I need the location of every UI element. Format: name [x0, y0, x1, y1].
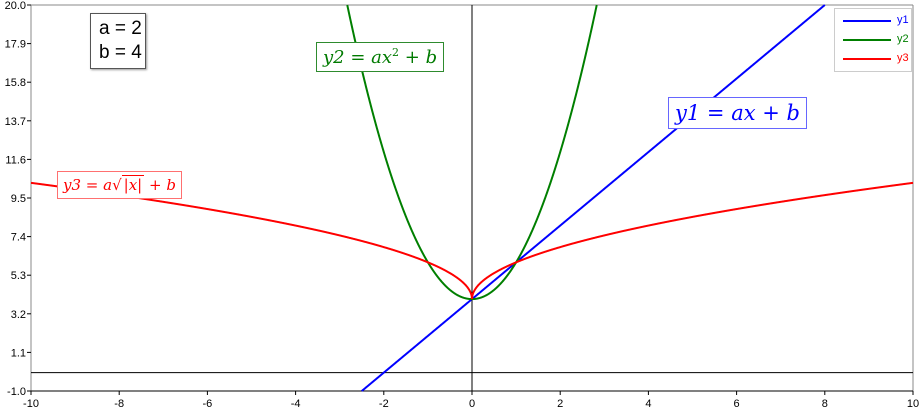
series-y1-line [361, 4, 826, 392]
x-tick-label: 0 [469, 398, 475, 410]
sqrt-icon: √ [112, 176, 122, 194]
y-tick-label: 5.3 [11, 270, 26, 282]
x-tick-label: -4 [291, 398, 301, 410]
x-tick-label: -8 [114, 398, 124, 410]
x-tick-label: -6 [203, 398, 213, 410]
y-tick-label: 13.7 [5, 116, 26, 128]
y1-rhs: ax + b [731, 101, 800, 125]
x-tick-label: -10 [23, 398, 39, 410]
y-tick-label: -1.0 [7, 386, 26, 398]
x-tick-label: 10 [907, 398, 919, 410]
legend-item-y3: y3 [843, 52, 909, 66]
param-a: a = 2 [99, 18, 142, 39]
y3-lhs: y3 [63, 176, 82, 194]
y-tick-label: 20.0 [5, 0, 26, 12]
y-tick-label: 1.1 [11, 347, 26, 359]
x-tick-label: -2 [379, 398, 389, 410]
param-b: b = 4 [99, 42, 142, 63]
legend-item-y1: y1 [843, 14, 909, 28]
y1-formula-label: y1 = ax + b [668, 97, 807, 129]
y2-lhs: y2 [323, 47, 345, 68]
y3-formula-label: y3 = a√ |x| + b [57, 171, 182, 199]
y-tick-label: 7.4 [11, 232, 26, 244]
y3-rhs: a [103, 176, 113, 194]
y-tick-label: 11.6 [5, 154, 26, 166]
legend-item-y2: y2 [843, 33, 909, 47]
y-tick-label: 17.9 [5, 39, 26, 51]
y2-exponent: 2 [392, 46, 400, 59]
y-tick-label: 3.2 [11, 309, 26, 321]
x-tick-label: 4 [645, 398, 651, 410]
y-tick-label: 15.8 [5, 77, 26, 89]
legend: y1 y2 y3 [834, 8, 912, 72]
x-tick-label: 2 [557, 398, 563, 410]
x-tick-label: 8 [822, 398, 828, 410]
y2-rhs: ax [371, 47, 393, 68]
legend-label: y1 [897, 14, 909, 26]
y2-rhs-post: + b [399, 47, 438, 68]
series-y3-line [30, 181, 914, 300]
y2-formula-label: y2 = ax2 + b [316, 42, 445, 72]
x-tick-label: 6 [734, 398, 740, 410]
y-tick-label: 9.5 [11, 193, 26, 205]
y3-sqrt-arg: |x| [121, 175, 145, 194]
parameters-box: a = 2 b = 4 [90, 13, 146, 69]
legend-label: y2 [897, 33, 909, 45]
y3-rhs-post: + b [144, 176, 176, 194]
y1-lhs: y1 [675, 101, 701, 125]
legend-label: y3 [897, 52, 909, 64]
